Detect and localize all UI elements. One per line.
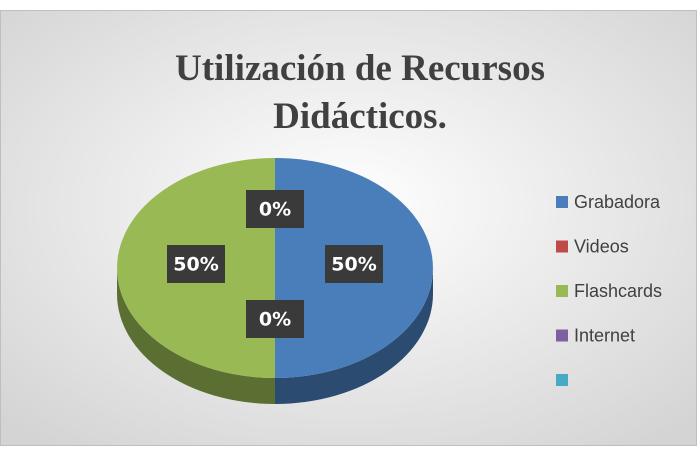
data-label: 50%	[173, 254, 218, 276]
data-label-box	[246, 190, 304, 228]
data-label-box	[167, 245, 225, 283]
legend-label: Videos	[574, 236, 629, 256]
data-label-box	[325, 245, 383, 283]
legend-label: Grabadora	[574, 192, 661, 212]
legend-label: Flashcards	[574, 281, 662, 301]
data-label: 0%	[259, 309, 291, 331]
pie-side	[275, 268, 433, 404]
legend-swatch	[556, 196, 568, 208]
legend-label: Internet	[574, 325, 635, 345]
data-label: 0%	[259, 199, 291, 221]
legend-swatch	[556, 240, 568, 253]
legend-swatch	[556, 374, 568, 386]
chart-title: Utilización de Recursos Didácticos.	[175, 48, 545, 137]
pie-side	[117, 268, 275, 404]
legend-swatch	[556, 285, 568, 297]
data-label-box	[246, 300, 304, 338]
legend-swatch	[556, 329, 568, 342]
data-label: 50%	[331, 254, 376, 276]
